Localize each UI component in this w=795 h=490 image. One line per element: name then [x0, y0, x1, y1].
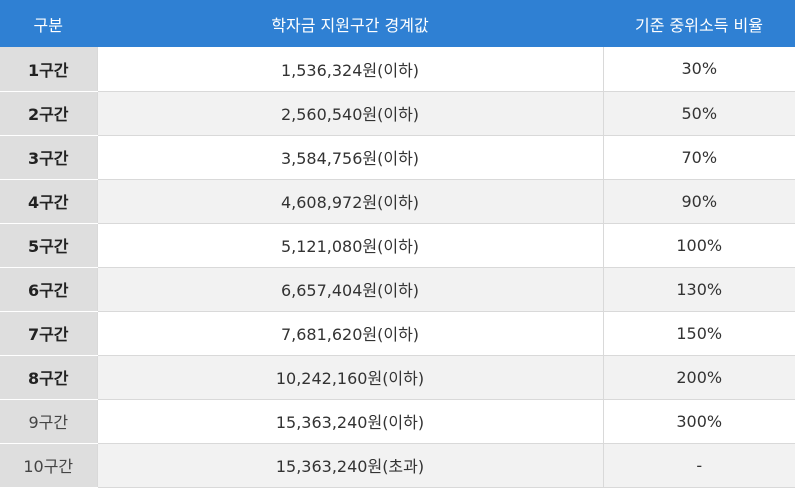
row-label: 4구간 — [0, 179, 98, 224]
header-ratio: 기준 중위소득 비율 — [603, 0, 795, 47]
row-label: 3구간 — [0, 135, 98, 180]
row-threshold: 2,560,540원(이하) — [97, 91, 604, 136]
table-row: 5구간 5,121,080원(이하) 100% — [0, 223, 795, 268]
row-ratio: 30% — [603, 47, 795, 92]
header-threshold: 학자금 지원구간 경계값 — [97, 0, 604, 47]
row-ratio: 130% — [603, 267, 795, 312]
row-threshold: 4,608,972원(이하) — [97, 179, 604, 224]
table-row: 7구간 7,681,620원(이하) 150% — [0, 311, 795, 356]
row-label: 6구간 — [0, 267, 98, 312]
table-row: 1구간 1,536,324원(이하) 30% — [0, 47, 795, 92]
row-ratio: 50% — [603, 91, 795, 136]
table-row: 8구간 10,242,160원(이하) 200% — [0, 355, 795, 400]
table-row: 10구간 15,363,240원(초과) - — [0, 443, 795, 488]
row-ratio: 200% — [603, 355, 795, 400]
row-label: 2구간 — [0, 91, 98, 136]
row-ratio: 90% — [603, 179, 795, 224]
table-row: 4구간 4,608,972원(이하) 90% — [0, 179, 795, 224]
header-row: 구분 학자금 지원구간 경계값 기준 중위소득 비율 — [0, 0, 795, 47]
row-label: 9구간 — [0, 399, 98, 444]
row-ratio: 100% — [603, 223, 795, 268]
header-category: 구분 — [0, 0, 98, 47]
row-label: 1구간 — [0, 47, 98, 92]
row-threshold: 7,681,620원(이하) — [97, 311, 604, 356]
table-row: 9구간 15,363,240원(이하) 300% — [0, 399, 795, 444]
row-label: 7구간 — [0, 311, 98, 356]
row-ratio: 150% — [603, 311, 795, 356]
row-ratio: - — [603, 443, 795, 488]
table-row: 2구간 2,560,540원(이하) 50% — [0, 91, 795, 136]
row-label: 5구간 — [0, 223, 98, 268]
row-threshold: 15,363,240원(초과) — [97, 443, 604, 488]
row-threshold: 15,363,240원(이하) — [97, 399, 604, 444]
row-ratio: 70% — [603, 135, 795, 180]
row-threshold: 6,657,404원(이하) — [97, 267, 604, 312]
row-threshold: 10,242,160원(이하) — [97, 355, 604, 400]
table-row: 3구간 3,584,756원(이하) 70% — [0, 135, 795, 180]
row-threshold: 5,121,080원(이하) — [97, 223, 604, 268]
row-threshold: 3,584,756원(이하) — [97, 135, 604, 180]
row-threshold: 1,536,324원(이하) — [97, 47, 604, 92]
row-label: 8구간 — [0, 355, 98, 400]
table-row: 6구간 6,657,404원(이하) 130% — [0, 267, 795, 312]
row-ratio: 300% — [603, 399, 795, 444]
row-label: 10구간 — [0, 443, 98, 488]
